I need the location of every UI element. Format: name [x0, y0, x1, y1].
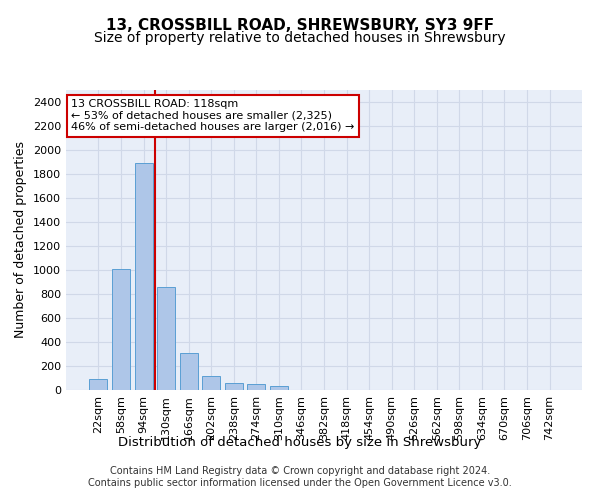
Bar: [89, 378, 107, 390]
Text: 13 CROSSBILL ROAD: 118sqm
← 53% of detached houses are smaller (2,325)
46% of se: 13 CROSSBILL ROAD: 118sqm ← 53% of detac…: [71, 99, 355, 132]
Bar: [112, 269, 130, 390]
Text: Distribution of detached houses by size in Shrewsbury: Distribution of detached houses by size …: [118, 436, 482, 449]
Bar: [134, 163, 152, 390]
Text: 13, CROSSBILL ROAD, SHREWSBURY, SY3 9FF: 13, CROSSBILL ROAD, SHREWSBURY, SY3 9FF: [106, 18, 494, 32]
Bar: [270, 386, 288, 390]
Bar: [157, 287, 175, 390]
Bar: [247, 384, 265, 390]
Bar: [225, 383, 243, 390]
Bar: [179, 353, 198, 390]
Text: Size of property relative to detached houses in Shrewsbury: Size of property relative to detached ho…: [94, 31, 506, 45]
Y-axis label: Number of detached properties: Number of detached properties: [14, 142, 28, 338]
Text: Contains HM Land Registry data © Crown copyright and database right 2024.
Contai: Contains HM Land Registry data © Crown c…: [88, 466, 512, 487]
Bar: [202, 376, 220, 390]
